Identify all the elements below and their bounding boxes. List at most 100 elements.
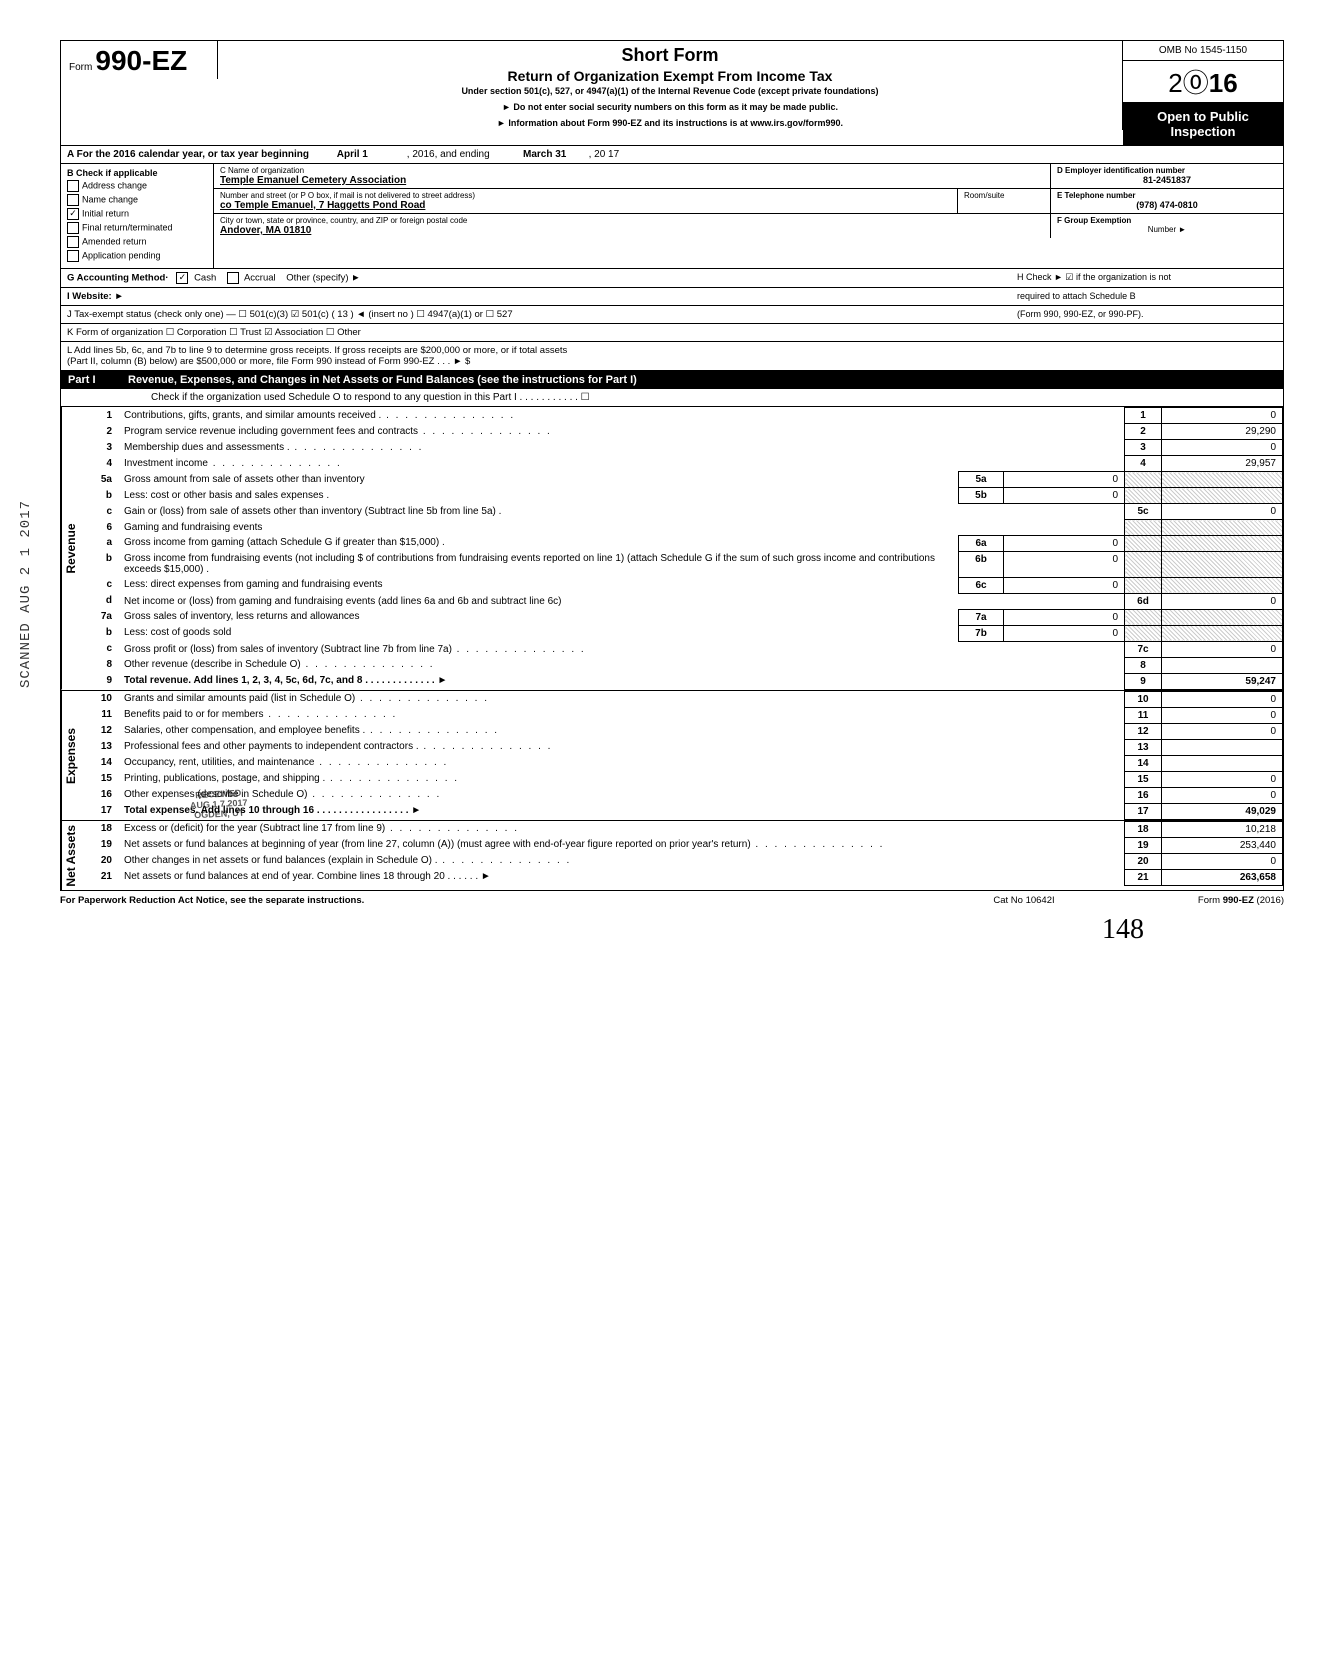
line-15: 15Printing, publications, postage, and s… bbox=[80, 771, 1283, 787]
line-3: 3Membership dues and assessments .30 bbox=[80, 440, 1283, 456]
cb-amended[interactable]: Amended return bbox=[67, 236, 207, 248]
line-2: 2Program service revenue including gover… bbox=[80, 424, 1283, 440]
part1-checkline: Check if the organization used Schedule … bbox=[60, 389, 1284, 407]
under-section: Under section 501(c), 527, or 4947(a)(1)… bbox=[226, 86, 1114, 96]
line-1: 1Contributions, gifts, grants, and simil… bbox=[80, 408, 1283, 424]
cb-final-return[interactable]: Final return/terminated bbox=[67, 222, 207, 234]
room-label: Room/suite bbox=[964, 191, 1044, 200]
mid-text: , 2016, and ending bbox=[407, 149, 490, 160]
omb-number: OMB No 1545-1150 bbox=[1123, 41, 1283, 61]
row-name: C Name of organization Temple Emanuel Ce… bbox=[214, 164, 1283, 189]
cb-address-change[interactable]: Address change bbox=[67, 180, 207, 192]
netassets-table: 18Excess or (deficit) for the year (Subt… bbox=[80, 821, 1283, 886]
footer: For Paperwork Reduction Act Notice, see … bbox=[60, 891, 1284, 906]
line-11: 11Benefits paid to or for members110 bbox=[80, 707, 1283, 723]
netassets-section: Net Assets 18Excess or (deficit) for the… bbox=[60, 821, 1284, 892]
title-cell: Short Form Return of Organization Exempt… bbox=[218, 41, 1123, 130]
line-7c: cGross profit or (loss) from sales of in… bbox=[80, 641, 1283, 657]
f-label2: Number ► bbox=[1057, 225, 1277, 234]
e-label: E Telephone number bbox=[1057, 191, 1277, 200]
stamp-text: SCANNED AUG 2 1 2017 bbox=[18, 500, 34, 688]
org-city: Andover, MA 01810 bbox=[220, 225, 1044, 236]
h-text: H Check ► ☑ if the organization is not bbox=[1017, 272, 1277, 284]
line-7a: 7aGross sales of inventory, less returns… bbox=[80, 609, 1283, 625]
line-5c: cGain or (loss) from sale of assets othe… bbox=[80, 504, 1283, 520]
begin-date: April 1 bbox=[337, 149, 368, 160]
cb-initial-return[interactable]: ✓Initial return bbox=[67, 208, 207, 220]
line-20: 20Other changes in net assets or fund ba… bbox=[80, 853, 1283, 869]
section-b-header: B Check if applicable bbox=[67, 168, 207, 178]
line-14: 14Occupancy, rent, utilities, and mainte… bbox=[80, 755, 1283, 771]
line-13: 13Professional fees and other payments t… bbox=[80, 739, 1283, 755]
h-text3: (Form 990, 990-EZ, or 990-PF). bbox=[1017, 309, 1277, 320]
line-16: 16Other expenses (describe in Schedule O… bbox=[80, 787, 1283, 803]
cb-pending[interactable]: Application pending bbox=[67, 250, 207, 262]
end-date: March 31 bbox=[523, 149, 566, 160]
revenue-side-label: Revenue bbox=[61, 407, 80, 690]
main-info-grid: B Check if applicable Address change Nam… bbox=[60, 164, 1284, 269]
row-k: K Form of organization ☐ Corporation ☐ T… bbox=[60, 324, 1284, 342]
line-6c: cLess: direct expenses from gaming and f… bbox=[80, 577, 1283, 593]
line-21: 21Net assets or fund balances at end of … bbox=[80, 869, 1283, 885]
h-text2: required to attach Schedule B bbox=[1017, 291, 1277, 302]
cb-name-change[interactable]: Name change bbox=[67, 194, 207, 206]
f-label: F Group Exemption bbox=[1057, 216, 1277, 225]
c-label: C Name of organization bbox=[220, 166, 1044, 175]
line-7b: bLess: cost of goods sold7b0 bbox=[80, 625, 1283, 641]
part1-title: Revenue, Expenses, and Changes in Net As… bbox=[128, 374, 1276, 386]
line-19: 19Net assets or fund balances at beginni… bbox=[80, 837, 1283, 853]
form-header: Form 990-EZ Short Form Return of Organiz… bbox=[60, 40, 1284, 146]
expenses-side-label: Expenses bbox=[61, 691, 80, 820]
form-number-cell: Form 990-EZ bbox=[61, 41, 218, 79]
part1-header: Part I Revenue, Expenses, and Changes in… bbox=[60, 371, 1284, 389]
line-10: 10Grants and similar amounts paid (list … bbox=[80, 691, 1283, 707]
end-year: , 20 17 bbox=[589, 149, 620, 160]
row-j: J Tax-exempt status (check only one) — ☐… bbox=[60, 306, 1284, 324]
cb-cash[interactable]: ✓ bbox=[176, 272, 188, 284]
org-name: Temple Emanuel Cemetery Association bbox=[220, 175, 1044, 186]
section-a-label: A For the 2016 calendar year, or tax yea… bbox=[67, 149, 309, 160]
line-9: 9Total revenue. Add lines 1, 2, 3, 4, 5c… bbox=[80, 673, 1283, 689]
subtitle: Return of Organization Exempt From Incom… bbox=[226, 68, 1114, 84]
org-addr: co Temple Emanuel, 7 Haggetts Pond Road bbox=[220, 200, 951, 211]
expenses-table: 10Grants and similar amounts paid (list … bbox=[80, 691, 1283, 820]
cb-accrual[interactable] bbox=[227, 272, 239, 284]
form-word: Form bbox=[69, 62, 92, 73]
d-label: D Employer identification number bbox=[1057, 166, 1277, 175]
row-l: L Add lines 5b, 6c, and 7b to line 9 to … bbox=[60, 342, 1284, 371]
form-ref: Form 990-EZ (2016) bbox=[1124, 895, 1284, 906]
line-6a: aGross income from gaming (attach Schedu… bbox=[80, 535, 1283, 551]
form-number: 990-EZ bbox=[95, 45, 187, 76]
omb-cell: OMB No 1545-1150 2⓪16 Open to Public Ins… bbox=[1123, 41, 1283, 145]
line-5a: 5aGross amount from sale of assets other… bbox=[80, 472, 1283, 488]
line-17: 17Total expenses. Add lines 10 through 1… bbox=[80, 803, 1283, 819]
line-4: 4Investment income429,957 bbox=[80, 456, 1283, 472]
info-line: Information about Form 990-EZ and its in… bbox=[226, 118, 1114, 128]
cat-no: Cat No 10642I bbox=[924, 895, 1124, 906]
line-18: 18Excess or (deficit) for the year (Subt… bbox=[80, 821, 1283, 837]
addr-label: Number and street (or P O box, if mail i… bbox=[220, 191, 951, 200]
city-label: City or town, state or province, country… bbox=[220, 216, 1044, 225]
part1-label: Part I bbox=[68, 374, 128, 386]
row-city: City or town, state or province, country… bbox=[214, 214, 1283, 238]
revenue-section: Revenue 1Contributions, gifts, grants, a… bbox=[60, 407, 1284, 691]
line-5b: bLess: cost or other basis and sales exp… bbox=[80, 488, 1283, 504]
received-stamp: RECEIVEDAUG 1 7 2017OGDEN, UT bbox=[189, 789, 248, 822]
col-cde: C Name of organization Temple Emanuel Ce… bbox=[214, 164, 1283, 268]
row-i: I Website: ► required to attach Schedule… bbox=[60, 288, 1284, 306]
handwritten-mark: 148 bbox=[60, 914, 1284, 946]
tax-year: 2⓪16 bbox=[1123, 61, 1283, 103]
row-addr: Number and street (or P O box, if mail i… bbox=[214, 189, 1283, 214]
paperwork-notice: For Paperwork Reduction Act Notice, see … bbox=[60, 895, 924, 906]
section-a-row: A For the 2016 calendar year, or tax yea… bbox=[60, 146, 1284, 164]
line-12: 12Salaries, other compensation, and empl… bbox=[80, 723, 1283, 739]
phone: (978) 474-0810 bbox=[1057, 200, 1277, 210]
ssn-warning: Do not enter social security numbers on … bbox=[226, 102, 1114, 112]
line-6b: bGross income from fundraising events (n… bbox=[80, 551, 1283, 577]
row-g: G Accounting Method· ✓ Cash Accrual Othe… bbox=[60, 269, 1284, 288]
line-6d: dNet income or (loss) from gaming and fu… bbox=[80, 593, 1283, 609]
revenue-table: 1Contributions, gifts, grants, and simil… bbox=[80, 407, 1283, 690]
short-form-title: Short Form bbox=[226, 45, 1114, 66]
open-to-public: Open to Public Inspection bbox=[1123, 103, 1283, 145]
section-b: B Check if applicable Address change Nam… bbox=[61, 164, 214, 268]
